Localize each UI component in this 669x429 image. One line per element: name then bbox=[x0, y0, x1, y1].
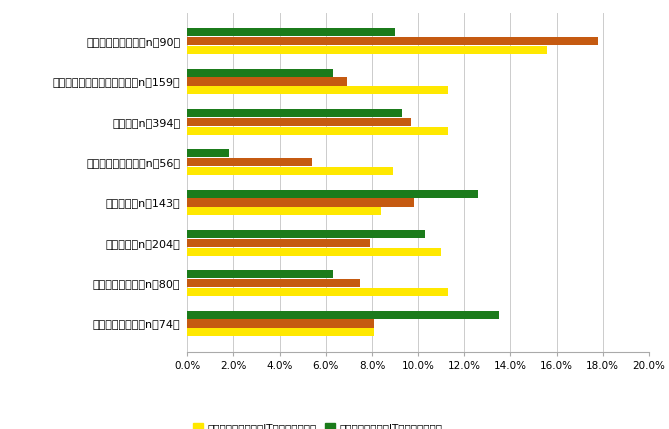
Bar bbox=[187, 78, 347, 85]
Bar bbox=[187, 149, 229, 157]
Bar bbox=[187, 118, 411, 126]
Bar bbox=[187, 158, 312, 166]
Bar bbox=[187, 69, 332, 77]
Bar bbox=[187, 279, 361, 287]
Bar bbox=[187, 320, 374, 327]
Bar bbox=[187, 328, 374, 336]
Bar bbox=[187, 270, 332, 278]
Legend: 業務効率化のためのIT投賄を拡大する, 生産力強化のためのIT投賄を拡大する, 営業強化のためのIT投賄を拡大する: 業務効率化のためのIT投賄を拡大する, 生産力強化のためのIT投賄を拡大する, … bbox=[193, 423, 442, 429]
Bar bbox=[187, 230, 425, 238]
Bar bbox=[187, 199, 413, 206]
Bar bbox=[187, 248, 442, 256]
Bar bbox=[187, 239, 370, 247]
Bar bbox=[187, 167, 393, 175]
Bar bbox=[187, 86, 448, 94]
Bar bbox=[187, 37, 598, 45]
Bar bbox=[187, 109, 402, 117]
Bar bbox=[187, 207, 381, 215]
Bar bbox=[187, 46, 547, 54]
Bar bbox=[187, 190, 478, 198]
Bar bbox=[187, 127, 448, 135]
Bar bbox=[187, 28, 395, 36]
Bar bbox=[187, 288, 448, 296]
Bar bbox=[187, 311, 499, 319]
